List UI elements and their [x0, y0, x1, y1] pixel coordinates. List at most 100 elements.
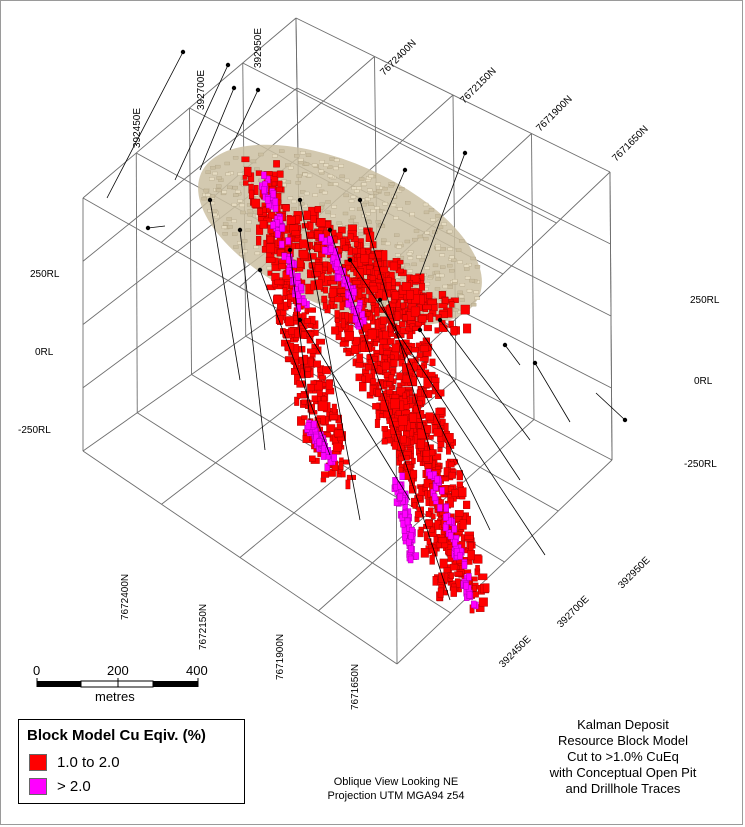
pit-block	[304, 191, 310, 196]
rl-label-left-2: 0RL	[35, 347, 54, 358]
pit-block	[399, 187, 405, 191]
pit-block	[209, 177, 215, 181]
block-1-to-2	[416, 439, 425, 449]
block-1-to-2	[271, 273, 280, 281]
block-1-to-2	[411, 457, 416, 465]
pit-block	[389, 182, 395, 186]
pit-block	[226, 217, 232, 221]
pit-block	[247, 213, 253, 217]
drillhole-collar	[347, 257, 353, 263]
block-1-to-2	[266, 235, 274, 244]
pit-block	[440, 265, 446, 269]
block-1-to-2	[478, 573, 488, 581]
caption-line-1: Kalman Deposit	[577, 717, 669, 732]
block-1-to-2	[365, 343, 372, 352]
block-1-to-2	[314, 244, 321, 252]
pit-block	[225, 172, 231, 176]
block-above-2	[295, 291, 302, 299]
block-1-to-2	[242, 180, 249, 186]
pit-block	[205, 193, 211, 197]
pit-block	[398, 255, 405, 260]
block-1-to-2	[256, 224, 264, 235]
block-1-to-2	[432, 576, 438, 586]
block-1-to-2	[443, 567, 451, 574]
block-1-to-2	[410, 469, 418, 479]
drillhole-trace	[349, 259, 546, 556]
pit-block	[246, 220, 252, 224]
pit-block	[406, 252, 413, 256]
block-1-to-2	[444, 433, 454, 444]
pit-block	[424, 251, 430, 256]
block-above-2	[457, 552, 463, 560]
block-1-to-2	[467, 550, 475, 561]
block-1-to-2	[449, 301, 455, 308]
grid-line-bottom-e	[82, 450, 398, 665]
pit-block	[370, 209, 376, 213]
legend-swatch-high-grade	[29, 778, 47, 795]
block-above-2	[318, 233, 325, 242]
block-1-to-2	[423, 377, 432, 388]
block-1-to-2	[311, 271, 321, 277]
scale-bar-segment-black-1	[37, 681, 81, 687]
resource-block-model	[241, 156, 490, 614]
pit-block	[382, 186, 388, 191]
drillhole-collar	[297, 317, 303, 323]
pit-block	[393, 216, 399, 220]
drillhole-trace	[299, 199, 361, 521]
pit-block	[404, 263, 410, 267]
pit-block	[441, 222, 447, 226]
pit-block	[231, 202, 238, 207]
pit-block	[464, 276, 471, 280]
block-1-to-2	[429, 554, 435, 565]
pit-block	[342, 211, 349, 216]
pit-block	[327, 165, 333, 169]
block-1-to-2	[314, 279, 323, 290]
block-1-to-2	[294, 396, 300, 406]
block-1-to-2	[395, 410, 402, 416]
block-1-to-2	[398, 415, 408, 426]
block-1-to-2	[373, 341, 379, 347]
block-above-2	[392, 477, 398, 485]
block-1-to-2	[329, 414, 339, 420]
pit-block	[394, 233, 400, 237]
block-1-to-2	[370, 378, 377, 385]
pit-block	[254, 251, 261, 256]
pit-block	[451, 258, 457, 262]
block-1-to-2	[310, 214, 317, 223]
pit-block	[365, 197, 371, 201]
block-above-2	[270, 190, 277, 198]
block-above-2	[327, 457, 334, 466]
block-1-to-2	[437, 587, 444, 598]
drillhole-collar	[377, 297, 383, 303]
block-1-to-2	[308, 357, 314, 367]
block-1-to-2	[381, 250, 388, 261]
block-1-to-2	[427, 371, 436, 378]
block-1-to-2	[243, 166, 252, 177]
easting-label-top-2: 392700E	[196, 70, 207, 110]
block-above-2	[279, 224, 285, 232]
block-above-2	[447, 532, 454, 540]
pit-block	[216, 188, 222, 193]
pit-block	[318, 169, 324, 173]
pit-block	[413, 229, 420, 233]
pit-block	[325, 200, 331, 204]
pit-block	[435, 214, 441, 218]
block-above-2	[431, 493, 438, 501]
pit-block	[247, 209, 253, 213]
northing-label-bottom-3: 7671900N	[275, 634, 286, 680]
pit-block	[459, 298, 465, 302]
pit-block	[258, 152, 264, 157]
legend-title: Block Model Cu Eqiv. (%)	[27, 727, 206, 744]
block-1-to-2	[431, 377, 440, 384]
block-1-to-2	[478, 597, 488, 607]
block-1-to-2	[402, 392, 408, 399]
pit-block	[411, 262, 417, 267]
block-1-to-2	[482, 583, 490, 593]
drillhole-trace	[299, 319, 411, 501]
easting-label-bottom-3: 392450E	[497, 634, 533, 670]
pit-block	[382, 202, 388, 206]
pit-block	[334, 158, 340, 162]
pit-block	[253, 245, 259, 249]
block-1-to-2	[391, 394, 400, 399]
caption-line-5: and Drillhole Traces	[565, 781, 681, 796]
